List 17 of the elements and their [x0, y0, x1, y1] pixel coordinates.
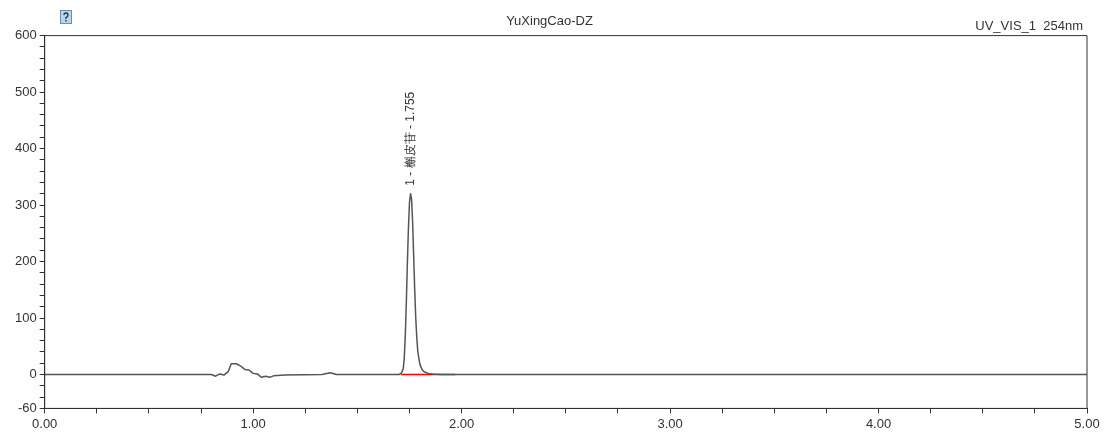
chart-title: YuXingCao-DZ	[506, 13, 593, 29]
y-tick-label: 300	[14, 196, 37, 212]
x-tick-label: 2.00	[448, 415, 475, 431]
y-tick-label: 600	[14, 27, 37, 43]
x-tick-label: 3.00	[657, 415, 683, 431]
x-tick-label: 4.00	[865, 415, 892, 431]
y-tick-label: 500	[14, 83, 37, 99]
text: UV_VIS_1 254nm	[975, 17, 1083, 33]
x-tick-label: 5.00	[1074, 415, 1100, 431]
y-tick-label: 100	[14, 309, 37, 325]
y-tick-label: 400	[14, 140, 37, 156]
y-tick-label: 200	[14, 253, 37, 269]
y-tick-label: 0	[29, 366, 37, 382]
annotation: 1 - 槲皮苷 - 1.755	[402, 91, 417, 186]
x-tick-label: 1.00	[240, 415, 266, 431]
y-tick-label: -60	[17, 399, 37, 415]
x-tick-label: 0.00	[32, 415, 58, 431]
